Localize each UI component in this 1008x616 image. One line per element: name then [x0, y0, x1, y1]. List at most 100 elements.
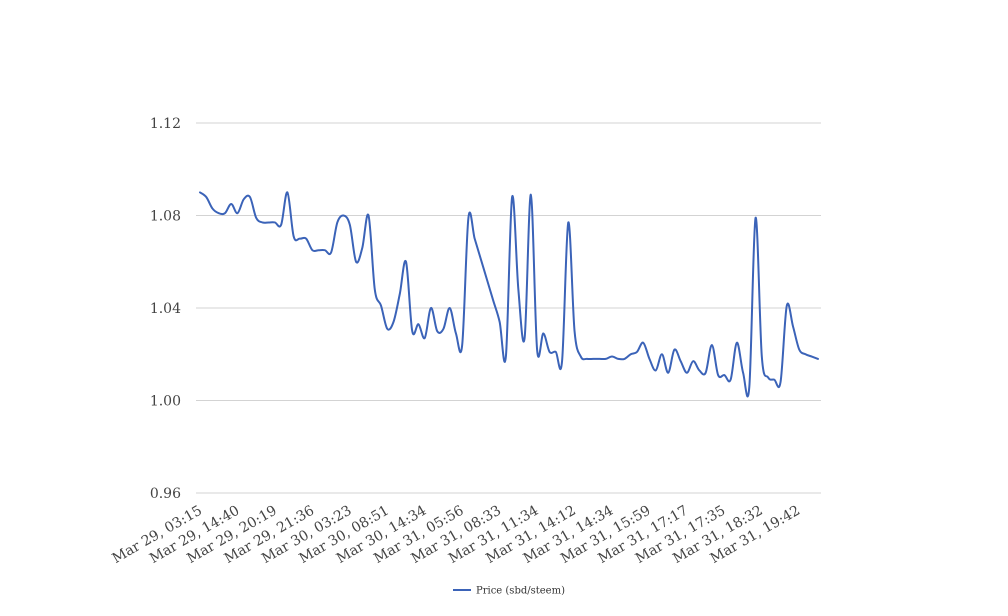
data-point [785, 304, 788, 307]
data-point [717, 374, 720, 377]
data-point [380, 304, 383, 307]
data-point [255, 216, 258, 219]
data-point [361, 246, 364, 249]
y-tick-label: 1.00 [150, 394, 181, 410]
data-point [542, 332, 545, 335]
data-point [710, 344, 713, 347]
data-point [423, 337, 426, 340]
data-point [629, 353, 632, 356]
data-point [623, 357, 626, 360]
data-point [679, 360, 682, 363]
y-tick-label: 1.04 [150, 301, 181, 317]
data-point [817, 357, 820, 360]
y-tick-label: 1.12 [150, 116, 181, 132]
data-point [336, 221, 339, 224]
data-point [554, 350, 557, 353]
data-point [211, 207, 214, 210]
data-point [654, 369, 657, 372]
data-point [586, 357, 589, 360]
data-point [298, 237, 301, 240]
data-point [355, 260, 358, 263]
data-point [479, 258, 482, 261]
data-point [261, 221, 264, 224]
data-point [417, 323, 420, 326]
data-point [517, 288, 520, 291]
data-point [779, 381, 782, 384]
data-point [305, 237, 308, 240]
data-point [673, 348, 676, 351]
data-point [323, 249, 326, 252]
data-point [486, 279, 489, 282]
data-point [729, 378, 732, 381]
data-point [199, 191, 202, 194]
data-point [286, 191, 289, 194]
y-tick-label: 1.08 [150, 209, 181, 225]
data-point [798, 348, 801, 351]
data-point [810, 355, 813, 358]
data-point [523, 337, 526, 340]
data-point [573, 330, 576, 333]
data-point [692, 360, 695, 363]
data-point [642, 341, 645, 344]
data-point [461, 344, 464, 347]
y-tick-label: 0.96 [150, 486, 181, 502]
data-point [648, 357, 651, 360]
data-point [635, 350, 638, 353]
data-point [504, 355, 507, 358]
data-point [760, 355, 763, 358]
data-point [448, 307, 451, 310]
data-point [660, 353, 663, 356]
data-point [317, 249, 320, 252]
data-point [498, 320, 501, 323]
data-point [292, 235, 295, 238]
data-point [442, 327, 445, 330]
data-point [398, 293, 401, 296]
data-point [405, 260, 408, 263]
y-axis-tick-labels: 0.96 1.00 1.04 1.08 1.12 [150, 116, 181, 502]
data-point [767, 376, 770, 379]
data-point [617, 357, 620, 360]
data-point [685, 371, 688, 374]
data-point [698, 369, 701, 372]
data-point [273, 221, 276, 224]
data-point [236, 212, 239, 215]
data-point [511, 196, 514, 199]
data-point [248, 196, 251, 199]
series-layer [199, 191, 820, 398]
data-point [223, 212, 226, 215]
data-point [311, 249, 314, 252]
data-point [748, 385, 751, 388]
data-point [411, 330, 414, 333]
legend: Price (sbd/steem) [453, 586, 565, 597]
data-point [742, 371, 745, 374]
data-point [330, 251, 333, 254]
data-point [342, 214, 345, 217]
data-point [804, 353, 807, 356]
data-point [217, 212, 220, 215]
data-point [473, 237, 476, 240]
data-point [667, 371, 670, 374]
data-point [548, 350, 551, 353]
data-point [348, 223, 351, 226]
data-point [561, 360, 564, 363]
data-point [773, 378, 776, 381]
data-point [429, 307, 432, 310]
data-point [611, 355, 614, 358]
data-point [454, 332, 457, 335]
data-point [735, 341, 738, 344]
data-point [242, 198, 245, 201]
data-point [723, 374, 726, 377]
data-point [704, 371, 707, 374]
data-point [386, 327, 389, 330]
data-point [592, 357, 595, 360]
data-point [579, 355, 582, 358]
data-point [604, 357, 607, 360]
data-point [492, 300, 495, 303]
data-point [280, 223, 283, 226]
data-point [536, 348, 539, 351]
data-point [567, 221, 570, 224]
data-point [367, 214, 370, 217]
data-point [230, 202, 233, 205]
